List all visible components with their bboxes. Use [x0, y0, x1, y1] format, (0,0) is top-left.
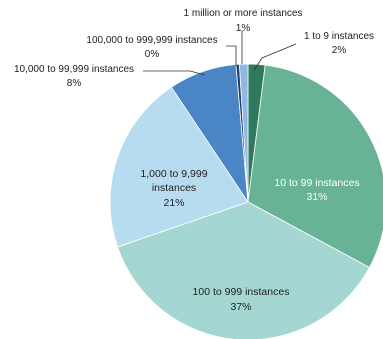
slice-label-1-to-9: 1 to 9 instances 2% — [304, 31, 374, 56]
slice-label-name: 1 to 9 instances — [304, 31, 374, 42]
pie-slices — [109, 63, 383, 339]
slice-label-10-to-99: 10 to 99 instances 31% — [274, 177, 359, 203]
slice-label-10000-to-99999: 10,000 to 99,999 instances 8% — [14, 64, 134, 89]
slice-label-percent: 2% — [332, 45, 347, 56]
slice-label-percent: 37% — [230, 301, 251, 313]
slice-label-name: 100 to 999 instances — [193, 286, 290, 298]
slice-label-name: 10 to 99 instances — [274, 177, 359, 189]
pie-slice-3 — [109, 86, 249, 248]
slice-label-name: 1 million or more instances — [184, 8, 303, 19]
leader-line-100000-to-999999 — [226, 45, 237, 66]
slice-label-percent: 1% — [236, 23, 251, 34]
slice-label-percent: 31% — [306, 191, 327, 203]
slice-label-name: 100,000 to 999,999 instances — [86, 35, 217, 46]
leader-line-1-to-9 — [253, 43, 297, 71]
slice-label-name-line2: instances — [152, 182, 196, 194]
pie-slice-2 — [117, 201, 371, 339]
slice-label-name: 1,000 to 9,999 — [140, 168, 207, 180]
slice-label-1000-to-9999: 1,000 to 9,999 instances 21% — [140, 168, 207, 209]
slice-label-1-million: 1 million or more instances 1% — [184, 8, 303, 34]
slice-label-100-to-999: 100 to 999 instances 37% — [193, 286, 290, 313]
leader-line-10000-to-99999 — [143, 70, 206, 76]
pie-slice-1 — [247, 64, 383, 269]
slice-label-100000-to-999999: 100,000 to 999,999 instances 0% — [86, 35, 217, 60]
slice-label-percent: 0% — [145, 49, 160, 60]
slice-label-percent: 8% — [67, 78, 82, 89]
slice-label-name: 10,000 to 99,999 instances — [14, 64, 134, 75]
pie-slice-6 — [238, 63, 249, 203]
slice-label-percent: 21% — [163, 197, 184, 209]
